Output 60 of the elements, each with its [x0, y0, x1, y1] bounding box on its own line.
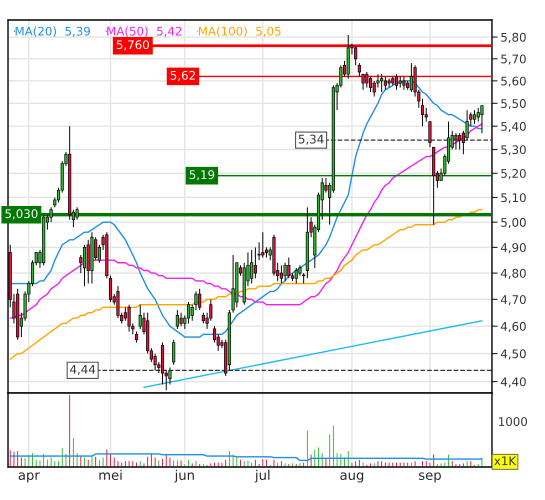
candlestick — [402, 76, 406, 90]
ref-line-label: 4,44 — [70, 364, 96, 375]
candlestick — [365, 71, 368, 88]
ref-line-label: 5,34 — [298, 134, 324, 145]
y-tick-label: 5,00 — [501, 218, 526, 228]
candlestick — [472, 110, 476, 124]
candlestick — [410, 62, 413, 93]
x-tick-label: jul — [254, 470, 270, 483]
candlestick — [176, 310, 179, 330]
candlestick — [454, 132, 458, 150]
candlestick — [480, 105, 484, 134]
x-tick-label: sep — [418, 472, 441, 483]
candlestick — [82, 244, 86, 287]
x-tick-label: apr — [18, 472, 40, 483]
candlestick — [172, 339, 176, 366]
y-tick-label: 5,60 — [501, 76, 526, 87]
candlestick — [368, 76, 372, 93]
candlestick — [168, 367, 172, 385]
y-tick-label: 4,60 — [500, 322, 526, 332]
candlestick — [261, 232, 264, 258]
x-tick-label: mei — [99, 470, 122, 480]
y-tick-label: 5,10 — [501, 193, 526, 204]
y-tick-label: 5,30 — [501, 145, 526, 156]
y-tick-label: 5,50 — [501, 99, 526, 110]
candlestick — [294, 267, 298, 284]
candlestick — [254, 246, 257, 279]
y-tick-label: 4,40 — [500, 377, 526, 388]
y-tick-label: 5,40 — [501, 122, 526, 132]
y-tick-label: 4,70 — [500, 295, 526, 306]
candlestick — [428, 121, 432, 148]
legend-label: MA(100) 5,05 — [198, 26, 281, 38]
candlestick — [128, 304, 131, 332]
ref-line-label: 5,760 — [116, 40, 149, 50]
y-tick-label: 4,80 — [500, 268, 526, 279]
candlestick — [394, 74, 398, 90]
text: x1K — [494, 456, 516, 466]
candlestick — [198, 288, 202, 310]
ref-line-label: 5,62 — [170, 70, 195, 82]
y-tick-label: 5,20 — [501, 168, 526, 180]
ref-line-label: 5,030 — [5, 209, 38, 220]
text: 1000 — [499, 417, 528, 426]
y-tick-label: 5,70 — [501, 54, 526, 65]
ref-line-label: 5,19 — [190, 170, 214, 180]
candlestick — [250, 249, 254, 284]
candlestick — [280, 264, 283, 284]
y-tick-label: 4,90 — [500, 243, 526, 254]
candlestick — [398, 76, 402, 88]
candlestick — [384, 76, 387, 90]
candlestick — [354, 45, 358, 66]
candlestick — [376, 74, 380, 88]
candlestick — [284, 262, 287, 282]
candlestick — [458, 132, 462, 150]
candlestick — [287, 257, 290, 279]
y-tick-label: 4,50 — [500, 349, 526, 360]
x-tick-label: aug — [340, 472, 364, 483]
legend-label: MA(20) 5,39 — [16, 26, 90, 38]
y-tick-label: 5,80 — [501, 32, 526, 43]
legend-label: MA(50) 5,42 — [107, 26, 182, 38]
x-tick-label: jun — [174, 470, 194, 483]
candlestick — [180, 312, 183, 327]
